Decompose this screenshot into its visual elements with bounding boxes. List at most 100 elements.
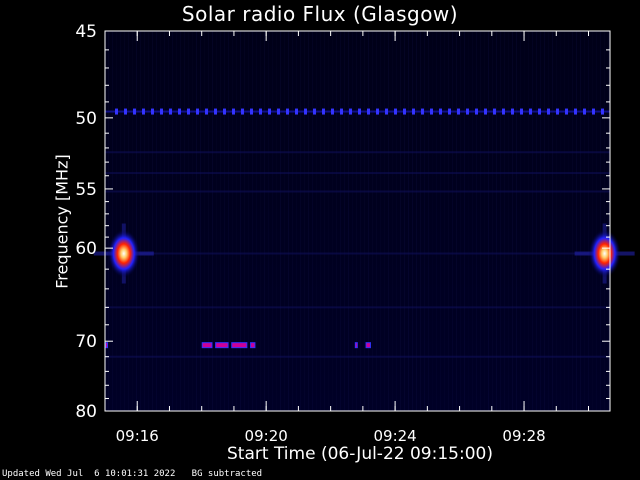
freq-band	[105, 306, 610, 309]
streak	[436, 31, 437, 411]
streak	[556, 31, 557, 411]
streak	[392, 31, 393, 411]
streak	[528, 31, 529, 411]
rfi-dash	[421, 108, 424, 115]
x-tick-label: 09:24	[373, 427, 416, 445]
streak	[212, 31, 213, 411]
rfi-dash	[133, 108, 136, 115]
streak	[188, 31, 189, 411]
streak	[328, 31, 329, 411]
streak	[464, 31, 465, 411]
streak	[220, 31, 221, 411]
freq-band	[105, 252, 610, 255]
streak	[152, 31, 153, 411]
updated-timestamp: Updated Wed Jul 6 10:01:31 2022	[2, 469, 176, 479]
rfi-dash	[412, 108, 415, 115]
rfi-dash	[556, 108, 559, 115]
streak	[512, 31, 513, 411]
streak	[192, 31, 193, 411]
streak	[380, 31, 381, 411]
streak	[368, 31, 369, 411]
streak	[524, 31, 525, 411]
streak	[408, 31, 409, 411]
streak	[232, 31, 233, 411]
streak	[284, 31, 285, 411]
streak	[492, 31, 493, 411]
rfi-dash	[322, 108, 325, 115]
streak	[552, 31, 553, 411]
streak	[460, 31, 461, 411]
streak	[308, 31, 309, 411]
streak	[248, 31, 249, 411]
streak	[272, 31, 273, 411]
rfi-dash	[457, 108, 460, 115]
rfi-dash	[511, 108, 514, 115]
rfi-dash	[277, 108, 280, 115]
background-streaks	[105, 31, 610, 411]
streak	[584, 31, 585, 411]
streak	[348, 31, 349, 411]
streak	[344, 31, 345, 411]
streak	[424, 31, 425, 411]
streak	[276, 31, 277, 411]
streak	[472, 31, 473, 411]
streak	[172, 31, 173, 411]
axis-ticks: 45 50 55 60 70 80 09:16 09:20 09:24 09:28	[75, 22, 610, 445]
streak	[120, 31, 121, 411]
streak	[452, 31, 453, 411]
rfi-dash	[493, 108, 496, 115]
x-tick-label: 09:28	[502, 427, 545, 445]
rfi-dash	[160, 108, 163, 115]
rfi-dash	[520, 108, 523, 115]
plot-features	[93, 108, 635, 349]
streak	[588, 31, 589, 411]
rfi-dash	[574, 108, 577, 115]
streak	[116, 31, 117, 411]
rfi-dash	[502, 108, 505, 115]
y-tick-label: 80	[75, 402, 97, 422]
streak	[156, 31, 157, 411]
rfi-dash	[385, 108, 388, 115]
rfi-dash	[484, 108, 487, 115]
streak	[264, 31, 265, 411]
streak	[340, 31, 341, 411]
streak	[536, 31, 537, 411]
streak	[488, 31, 489, 411]
streak	[384, 31, 385, 411]
streak	[312, 31, 313, 411]
streak	[256, 31, 257, 411]
streak	[544, 31, 545, 411]
rfi-line	[105, 110, 610, 113]
streak	[184, 31, 185, 411]
rfi-dash	[241, 108, 244, 115]
streak	[200, 31, 201, 411]
y-tick-label: 70	[75, 332, 97, 352]
rfi-dash	[205, 108, 208, 115]
freq-band	[105, 172, 610, 175]
streak	[280, 31, 281, 411]
streak	[608, 31, 609, 411]
rfi-dash	[448, 108, 451, 115]
streak	[568, 31, 569, 411]
x-axis-label: Start Time (06-Jul-22 09:15:00)	[227, 444, 493, 464]
streak	[168, 31, 169, 411]
streak	[304, 31, 305, 411]
streak	[432, 31, 433, 411]
freq-band	[105, 355, 610, 358]
streak	[476, 31, 477, 411]
streak	[244, 31, 245, 411]
streak	[224, 31, 225, 411]
streak	[560, 31, 561, 411]
streak	[504, 31, 505, 411]
rfi-dash	[358, 108, 361, 115]
streak	[388, 31, 389, 411]
y-tick-label: 55	[75, 180, 97, 200]
rfi-dash	[466, 108, 469, 115]
rfi-dash	[592, 108, 595, 115]
rfi-dash	[124, 108, 127, 115]
footer-text: Updated Wed Jul 6 10:01:31 2022 BG subtr…	[2, 469, 262, 479]
streak	[440, 31, 441, 411]
streak	[576, 31, 577, 411]
streak	[404, 31, 405, 411]
